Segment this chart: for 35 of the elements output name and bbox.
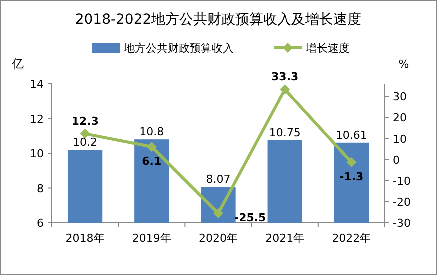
data-label: 6.1 xyxy=(142,154,162,168)
y2-axis-title: % xyxy=(398,58,410,71)
data-label: 10.2 xyxy=(73,136,98,150)
legend-label: 增长速度 xyxy=(305,42,350,55)
x-tick-label: 2019年 xyxy=(132,232,172,245)
data-label: 33.3 xyxy=(272,70,299,84)
data-label: 12.3 xyxy=(72,114,99,128)
y-tick-label: 8 xyxy=(37,182,44,196)
y-tick-label: 10 xyxy=(30,148,44,160)
x-tick-label: 2018年 xyxy=(66,232,105,245)
data-label: -1.3 xyxy=(340,170,364,184)
y2-tick-label: -20 xyxy=(393,196,411,209)
point xyxy=(146,142,157,152)
point xyxy=(214,208,224,219)
y2-tick-label: -30 xyxy=(393,217,411,230)
y2-tick-label: -10 xyxy=(393,174,411,188)
data-label: 10.61 xyxy=(336,128,368,142)
y-axis-title: 亿 xyxy=(11,57,24,71)
point xyxy=(280,84,290,95)
y2-tick-label: 0 xyxy=(393,154,400,167)
y-tick-label: 12 xyxy=(30,112,44,126)
point xyxy=(346,158,357,168)
x-tick-label: 2021年 xyxy=(266,232,305,245)
x-tick-label: 2020年 xyxy=(199,232,238,245)
y-tick-label: 14 xyxy=(30,78,44,91)
data-label: 10.8 xyxy=(140,126,164,139)
y2-tick-label: 30 xyxy=(393,90,407,104)
data-label: 10.75 xyxy=(269,126,301,140)
data-label: 8.07 xyxy=(206,173,231,186)
y2-tick-label: 20 xyxy=(393,112,407,125)
chart-title: 2018-2022地方公共财政预算收入及增长速度 xyxy=(75,12,362,28)
y-tick-label: 6 xyxy=(37,217,44,230)
y2-tick-label: 10 xyxy=(393,132,407,146)
x-tick-label: 2022年 xyxy=(332,232,372,245)
legend-label: 地方公共财政预算收入 xyxy=(123,42,234,55)
